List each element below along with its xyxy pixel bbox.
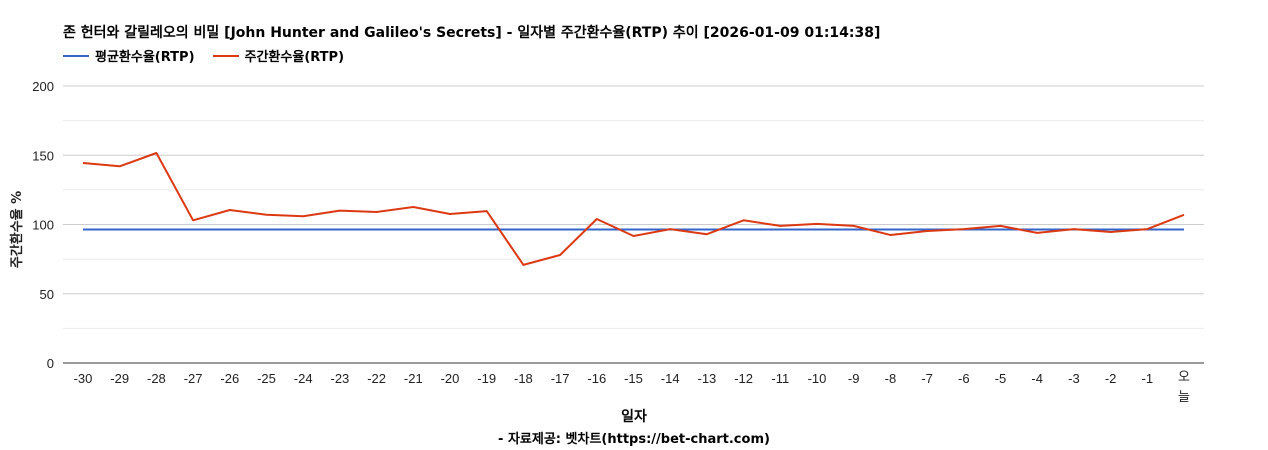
legend-line-icon	[212, 54, 239, 57]
x-tick-label: -21	[404, 371, 423, 386]
legend-item-weekly-rtp[interactable]: 주간환수율(RTP)	[212, 46, 345, 65]
x-tick-label: -18	[514, 371, 533, 386]
x-tick-label: -30	[74, 371, 93, 386]
x-tick-label: -9	[848, 371, 860, 386]
x-tick-label: -4	[1031, 371, 1043, 386]
x-tick-label: -22	[367, 371, 386, 386]
legend-item-average-rtp[interactable]: 평균환수율(RTP)	[63, 46, 195, 65]
legend-label: 평균환수율(RTP)	[95, 50, 195, 65]
x-tick-label: -10	[808, 371, 827, 386]
chart-title: 존 헌터와 갈릴레오의 비밀 [John Hunter and Galileo'…	[63, 25, 881, 41]
x-tick-label: -20	[441, 371, 460, 386]
weekly-rtp-line[interactable]	[82, 152, 1185, 266]
y-tick-label: 200	[32, 79, 54, 94]
y-tick-label: 150	[32, 148, 54, 163]
y-tick-label: 0	[47, 356, 54, 371]
legend-label: 주간환수율(RTP)	[244, 50, 345, 65]
x-tick-label: -26	[220, 371, 239, 386]
x-tick-label: -11	[771, 371, 789, 386]
x-tick-label: -5	[995, 371, 1007, 386]
x-tick-label: -27	[184, 371, 203, 386]
x-tick-label: -14	[661, 371, 680, 386]
y-axis-label: 주간환수율 %	[9, 191, 25, 268]
y-tick-label: 50	[40, 287, 54, 302]
x-tick-label: -24	[294, 371, 313, 386]
x-tick-label: -19	[477, 371, 496, 386]
x-tick-label: -28	[147, 371, 166, 386]
x-tick-label: -13	[698, 371, 717, 386]
x-tick-label: -12	[734, 371, 753, 386]
x-tick-label: -25	[257, 371, 276, 386]
chart-legend: 평균환수율(RTP) 주간환수율(RTP)	[63, 46, 362, 65]
legend-line-icon	[63, 54, 89, 57]
x-tick-label: -3	[1068, 371, 1080, 386]
x-axis-label: 일자	[621, 409, 647, 425]
x-tick-label: -1	[1142, 371, 1154, 386]
x-tick-label: -17	[551, 371, 570, 386]
x-tick-label: 늘	[1178, 390, 1190, 405]
x-tick-label: -29	[110, 371, 129, 386]
x-tick-label: -15	[624, 371, 643, 386]
y-tick-label: 100	[32, 218, 54, 233]
x-tick-label: -23	[331, 371, 350, 386]
x-tick-label: -6	[958, 371, 970, 386]
x-tick-label: -8	[885, 371, 897, 386]
x-tick-label: 오	[1178, 370, 1190, 385]
x-tick-label: -7	[921, 371, 933, 386]
x-tick-label: -16	[587, 371, 606, 386]
x-tick-label: -2	[1105, 371, 1117, 386]
data-source-credit: - 자료제공: 벳차트(https://bet-chart.com)	[498, 432, 770, 447]
